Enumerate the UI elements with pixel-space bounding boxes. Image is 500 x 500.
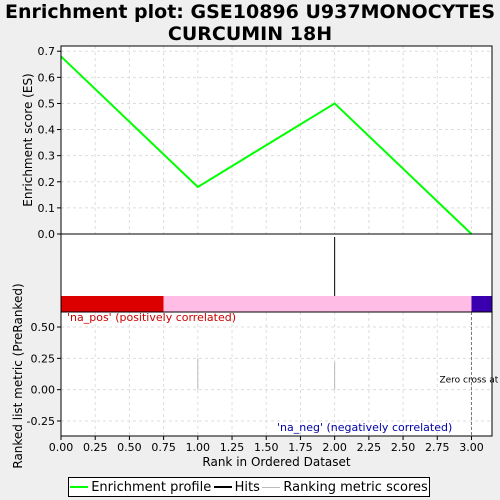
legend-item-ranking: Ranking metric scores [262, 480, 427, 495]
es-ytick-label: 0.2 [38, 176, 56, 189]
legend-label-ranking: Ranking metric scores [283, 480, 427, 495]
es-ylabel: Enrichment score (ES) [21, 73, 35, 206]
colorbar-segment-mid [164, 296, 472, 312]
xtick-label: 1.75 [288, 441, 313, 454]
rk-ytick-label: 0.50 [31, 321, 56, 334]
legend-swatch-es [70, 486, 88, 488]
xtick-label: 0.00 [49, 441, 74, 454]
es-ytick-label: 0.0 [38, 228, 56, 241]
colorbar-segment-pos [61, 296, 164, 312]
plot-background [61, 46, 492, 436]
xtick-label: 0.50 [117, 441, 142, 454]
es-ytick-label: 0.1 [38, 202, 56, 215]
pos-correlated-label: 'na_pos' (positively correlated) [67, 311, 236, 324]
xtick-label: 2.50 [391, 441, 416, 454]
rk-ytick-label: 0.25 [31, 352, 56, 365]
legend-swatch-hits [214, 486, 232, 488]
rk-ytick-label: 0.00 [31, 384, 56, 397]
rk-ylabel: Ranked list metric (PreRanked) [11, 283, 25, 468]
rk-ytick-label: -0.25 [27, 415, 55, 428]
colorbar-segment-neg [471, 296, 492, 312]
legend-label-es: Enrichment profile [91, 480, 211, 495]
legend: Enrichment profile Hits Ranking metric s… [68, 477, 430, 497]
xtick-label: 2.00 [322, 441, 347, 454]
es-ytick-label: 0.3 [38, 150, 56, 163]
neg-correlated-label: 'na_neg' (negatively correlated) [277, 421, 452, 434]
zero-cross-label: Zero cross at 3 [439, 376, 500, 386]
legend-item-enrichment-profile: Enrichment profile [70, 480, 211, 495]
xtick-label: 1.00 [186, 441, 211, 454]
xtick-label: 2.75 [425, 441, 450, 454]
xlabel: Rank in Ordered Dataset [202, 455, 350, 469]
xtick-label: 2.25 [357, 441, 382, 454]
legend-swatch-ranking [262, 487, 280, 488]
es-ytick-label: 0.7 [38, 45, 56, 58]
legend-label-hits: Hits [235, 480, 260, 495]
xtick-label: 0.25 [83, 441, 108, 454]
xtick-label: 3.00 [459, 441, 484, 454]
xtick-label: 0.75 [151, 441, 176, 454]
es-ytick-label: 0.5 [38, 97, 56, 110]
es-ytick-label: 0.6 [38, 71, 56, 84]
xtick-label: 1.50 [254, 441, 279, 454]
legend-item-hits: Hits [214, 480, 260, 495]
es-ytick-label: 0.4 [38, 124, 56, 137]
xtick-label: 1.25 [220, 441, 245, 454]
